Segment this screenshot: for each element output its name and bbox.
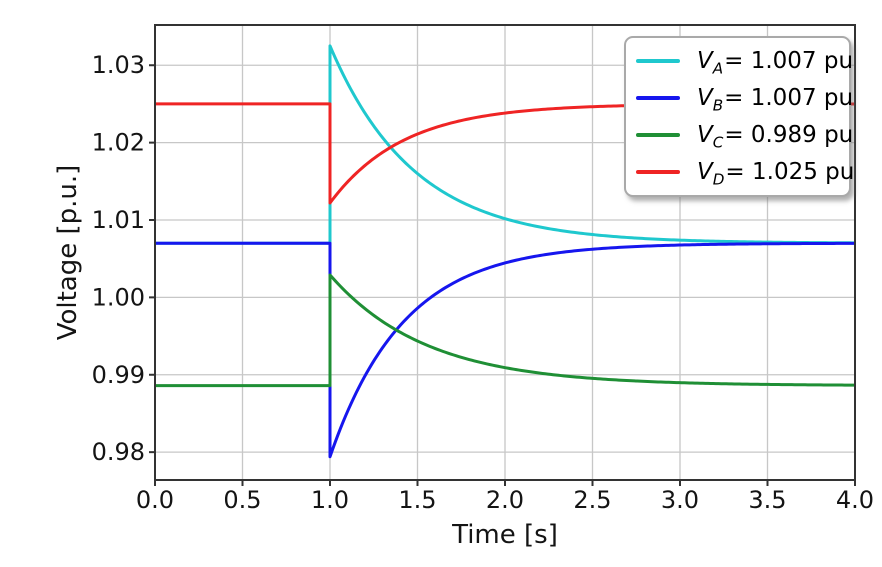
x-tick-label: 1.5 bbox=[398, 486, 436, 514]
y-tick-label: 1.03 bbox=[92, 51, 145, 79]
x-tick-label: 2.0 bbox=[486, 486, 524, 514]
legend-label: VC= 0.989 pu bbox=[697, 122, 854, 152]
y-tick-label: 1.00 bbox=[92, 283, 145, 311]
x-tick-label: 3.5 bbox=[748, 486, 786, 514]
axis-ticks bbox=[149, 64, 856, 486]
legend-label: VA= 1.007 pu bbox=[697, 47, 854, 78]
series-line-vb bbox=[155, 241, 855, 459]
legend: VA= 1.007 pu VB= 1.007 pu VC= 0.989 pu V… bbox=[624, 36, 854, 197]
series-line-vc bbox=[155, 273, 855, 388]
y-tick-label: 1.01 bbox=[92, 206, 145, 234]
y-axis-label: Voltage [p.u.] bbox=[53, 165, 83, 341]
y-tick-label: 0.98 bbox=[92, 438, 145, 466]
series-line-va bbox=[155, 44, 855, 245]
legend-swatch-vd bbox=[636, 170, 680, 175]
x-axis-label: Time [s] bbox=[451, 520, 558, 550]
legend-label: VD= 1.025 pu bbox=[697, 159, 855, 189]
x-tick-label: 0.5 bbox=[223, 486, 261, 514]
legend-item: VC= 0.989 pu bbox=[626, 117, 853, 154]
legend-swatch-va bbox=[636, 58, 680, 63]
x-tick-label: 0.0 bbox=[136, 486, 174, 514]
x-tick-label: 2.5 bbox=[573, 486, 611, 514]
legend-item: VA= 1.007 pu bbox=[626, 42, 853, 79]
legend-item: VB= 1.007 pu bbox=[626, 79, 853, 116]
x-tick-label: 3.0 bbox=[661, 486, 699, 514]
legend-label: VB= 1.007 pu bbox=[697, 84, 854, 115]
legend-swatch-vc bbox=[636, 133, 680, 138]
x-tick-label: 4.0 bbox=[836, 486, 874, 514]
legend-item: VD= 1.025 pu bbox=[626, 154, 854, 191]
legend-swatch-vb bbox=[636, 95, 680, 100]
y-tick-label: 0.99 bbox=[92, 361, 145, 389]
axis-tick-labels: 0.0 0.5 1.0 1.5 2.0 2.5 3.0 3.5 4.0 0.98 0.99 1.00 1… bbox=[92, 51, 875, 514]
y-tick-label: 1.02 bbox=[92, 129, 145, 157]
x-tick-label: 1.0 bbox=[311, 486, 349, 514]
